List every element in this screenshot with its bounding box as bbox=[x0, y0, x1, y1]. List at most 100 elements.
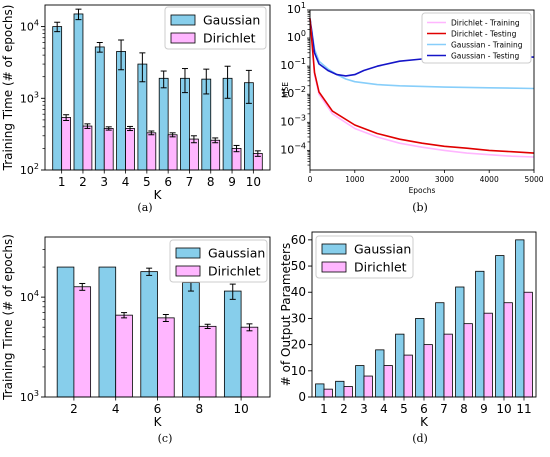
y-tick-label: 20 bbox=[291, 338, 306, 352]
legend-label: Gaussian - Training bbox=[451, 41, 523, 50]
dirichlet-bar bbox=[483, 312, 493, 398]
x-tick-label: 1 bbox=[58, 175, 66, 189]
svg-text:10−3: 10−3 bbox=[280, 113, 306, 128]
y-tick-label: 104 bbox=[20, 19, 39, 34]
legend-label: Gaussian bbox=[203, 13, 260, 28]
gaussian-bar bbox=[94, 46, 105, 171]
x-tick-label: 0 bbox=[308, 175, 313, 184]
gaussian-bar bbox=[355, 365, 365, 398]
dirichlet-bar bbox=[82, 125, 93, 171]
svg-text:10−2: 10−2 bbox=[280, 85, 306, 100]
gaussian-bar bbox=[73, 13, 84, 171]
gaussian-bar bbox=[335, 380, 345, 398]
dirichlet-bar bbox=[73, 286, 92, 398]
y-tick-label: 101 bbox=[287, 1, 306, 16]
dirichlet-bar bbox=[115, 314, 133, 398]
x-tick-label: 1000 bbox=[345, 175, 364, 184]
dirichlet-bar bbox=[157, 317, 175, 398]
x-tick-label: 7 bbox=[440, 402, 448, 416]
plot-frame bbox=[44, 236, 271, 398]
svg-text:100: 100 bbox=[287, 29, 306, 44]
x-tick-label: 6 bbox=[154, 402, 162, 416]
x-tick-label: 10 bbox=[496, 402, 511, 416]
legend-swatch bbox=[170, 32, 196, 44]
y-tick-label: 10−1 bbox=[280, 57, 306, 72]
x-tick-label: 3 bbox=[360, 402, 368, 416]
legend-label: Dirichlet bbox=[203, 31, 256, 46]
gaussian-bar bbox=[56, 266, 75, 398]
y-axis-label: # of Output Parameters bbox=[279, 243, 293, 386]
gaussian-bar bbox=[140, 271, 158, 398]
dirichlet-bar bbox=[463, 323, 473, 398]
dirichlet-bar bbox=[363, 375, 373, 398]
svg-text:103: 103 bbox=[20, 90, 39, 105]
gaussian-training-line bbox=[309, 18, 535, 90]
y-tick-label: 103 bbox=[20, 389, 39, 404]
dirichlet-bar bbox=[198, 325, 217, 398]
x-tick-label: 3000 bbox=[435, 175, 454, 184]
chart-a: 1 2 3 4 5 6 7 8 9 10 102 103 104 K Training Time (# of… bbox=[1, 4, 271, 202]
gaussian-bar bbox=[158, 77, 169, 171]
x-tick-label: 5 bbox=[143, 175, 151, 189]
gaussian-bar bbox=[98, 266, 117, 398]
caption-a: (a) bbox=[137, 201, 153, 214]
x-axis-label: K bbox=[154, 188, 163, 202]
legend-label: Gaussian bbox=[208, 246, 265, 261]
y-axis-label: MSE bbox=[281, 82, 290, 98]
x-tick-label: 4 bbox=[380, 402, 388, 416]
dirichlet-bar bbox=[61, 117, 71, 171]
y-tick-label: 10 bbox=[291, 364, 306, 378]
y-axis-label: Training Time (# of epochs) bbox=[1, 234, 15, 401]
y-tick-label: 10−4 bbox=[280, 141, 306, 156]
legend-swatch bbox=[175, 247, 201, 259]
dirichlet-bar bbox=[323, 388, 333, 398]
x-tick-label: 9 bbox=[480, 402, 488, 416]
x-tick-label: 2 bbox=[79, 175, 87, 189]
caption-c: (c) bbox=[157, 432, 173, 445]
legend-swatch bbox=[175, 265, 201, 277]
gaussian-bar bbox=[182, 282, 200, 398]
y-tick-label: 10−3 bbox=[280, 113, 306, 128]
legend-label: Dirichlet - Training bbox=[451, 19, 520, 28]
dirichlet-bar bbox=[343, 386, 353, 398]
legend-swatch bbox=[170, 14, 196, 26]
y-tick-label: 100 bbox=[287, 29, 306, 44]
x-tick-label: 2 bbox=[340, 402, 348, 416]
legend-swatch bbox=[321, 261, 347, 273]
x-tick-label: 8 bbox=[207, 175, 215, 189]
legend-box bbox=[421, 12, 532, 64]
gaussian-bar bbox=[52, 26, 63, 171]
dirichlet-bar bbox=[189, 138, 199, 171]
gaussian-bar bbox=[395, 333, 405, 398]
x-tick-label: 8 bbox=[195, 402, 203, 416]
x-axis-label: K bbox=[154, 415, 163, 429]
svg-text:10−1: 10−1 bbox=[280, 57, 306, 72]
x-tick-label: 3 bbox=[100, 175, 108, 189]
x-axis-label: K bbox=[420, 415, 429, 429]
dirichlet-testing-line bbox=[309, 18, 535, 154]
gaussian-bar bbox=[223, 290, 242, 398]
dirichlet-bar bbox=[103, 128, 114, 171]
dirichlet-bar bbox=[146, 132, 157, 171]
legend-label: Dirichlet bbox=[208, 264, 261, 279]
x-tick-label: 2000 bbox=[390, 175, 409, 184]
y-tick-label: 102 bbox=[20, 162, 39, 177]
legend-label: Dirichlet - Testing bbox=[451, 30, 517, 39]
x-tick-label: 8 bbox=[460, 402, 468, 416]
x-tick-label: 5000 bbox=[524, 175, 543, 184]
y-axis-label: Training Time (# of epochs) bbox=[1, 5, 15, 172]
x-tick-label: 2 bbox=[70, 402, 78, 416]
plot-frame bbox=[311, 231, 537, 398]
plot-frame bbox=[44, 4, 271, 171]
dirichlet-bar bbox=[125, 128, 135, 171]
x-tick-label: 5 bbox=[400, 402, 408, 416]
gaussian-bar bbox=[515, 239, 525, 398]
x-tick-label: 1 bbox=[320, 402, 328, 416]
dirichlet-bar bbox=[503, 302, 513, 398]
dirichlet-bar bbox=[403, 354, 413, 398]
caption-b: (b) bbox=[412, 201, 428, 214]
svg-text:10−4: 10−4 bbox=[280, 141, 306, 156]
x-axis-label: Epochs bbox=[409, 186, 436, 195]
dirichlet-bar bbox=[210, 139, 221, 171]
y-tick-label: 40 bbox=[291, 285, 306, 299]
